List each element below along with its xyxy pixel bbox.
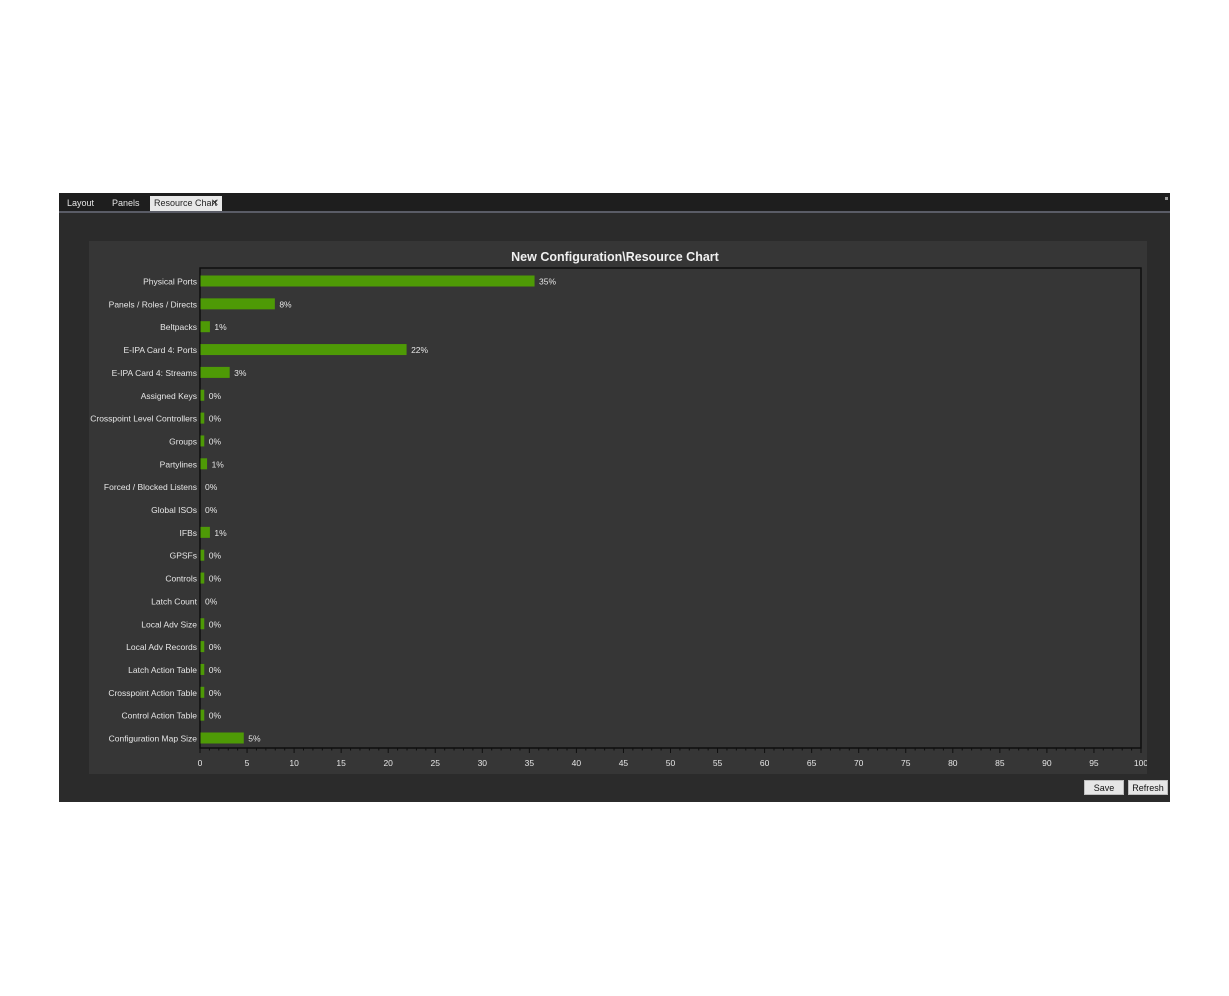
category-label: E-IPA Card 4: Streams [112, 368, 197, 378]
bar [200, 366, 230, 378]
value-label: 3% [234, 368, 247, 378]
x-tick-label: 95 [1089, 758, 1099, 768]
refresh-button[interactable]: Refresh [1128, 780, 1168, 795]
tab-resource-chart[interactable]: Resource Chart ✕ [150, 196, 222, 211]
bar [200, 412, 205, 424]
bar [200, 572, 205, 584]
bar [200, 663, 205, 675]
category-label: Latch Action Table [128, 665, 197, 675]
value-label: 0% [205, 596, 218, 606]
value-label: 1% [214, 322, 227, 332]
category-label: Control Action Table [122, 711, 198, 721]
x-tick-label: 75 [901, 758, 911, 768]
category-label: Latch Count [151, 596, 197, 606]
category-label: Controls [165, 574, 197, 584]
bar [200, 641, 205, 653]
category-label: Configuration Map Size [109, 734, 198, 744]
value-label: 1% [214, 528, 227, 538]
x-tick-label: 55 [713, 758, 723, 768]
bar [200, 298, 275, 310]
value-label: 0% [209, 436, 222, 446]
chart-title: New Configuration\Resource Chart [511, 250, 719, 264]
category-label: IFBs [180, 528, 197, 538]
value-label: 0% [209, 414, 222, 424]
x-tick-label: 100 [1134, 758, 1147, 768]
x-tick-label: 35 [525, 758, 535, 768]
category-label: E-IPA Card 4: Ports [123, 345, 197, 355]
x-tick-label: 0 [198, 758, 203, 768]
tab-strip: Layout Panels Resource Chart ✕ [59, 193, 1170, 213]
x-tick-label: 5 [245, 758, 250, 768]
bar [200, 549, 205, 561]
category-label: Assigned Keys [141, 391, 197, 401]
x-tick-label: 60 [760, 758, 770, 768]
bar [200, 321, 210, 333]
x-tick-label: 50 [666, 758, 676, 768]
category-label: Local Adv Records [126, 642, 197, 652]
category-label: Global ISOs [151, 505, 197, 515]
chart-panel: New Configuration\Resource Chart Physica… [89, 241, 1147, 774]
bar [200, 389, 205, 401]
value-label: 35% [539, 277, 556, 287]
x-tick-label: 80 [948, 758, 958, 768]
bar [200, 458, 208, 470]
bar [200, 526, 210, 538]
overflow-indicator [1165, 197, 1168, 200]
x-tick-label: 20 [383, 758, 393, 768]
value-label: 0% [209, 642, 222, 652]
value-label: 22% [411, 345, 428, 355]
bar [200, 344, 407, 356]
x-tick-label: 15 [336, 758, 346, 768]
tab-layout[interactable]: Layout [67, 198, 95, 208]
category-label: Physical Ports [143, 277, 197, 287]
category-label: Beltpacks [160, 322, 197, 332]
value-label: 0% [205, 482, 218, 492]
x-tick-label: 85 [995, 758, 1005, 768]
x-tick-label: 90 [1042, 758, 1052, 768]
value-label: 0% [209, 574, 222, 584]
value-label: 0% [209, 688, 222, 698]
category-label: Partylines [160, 459, 197, 469]
category-label: Crosspoint Action Table [108, 688, 197, 698]
category-label: Panels / Roles / Directs [109, 299, 197, 309]
value-label: 1% [212, 459, 225, 469]
bar [200, 435, 205, 447]
save-button[interactable]: Save [1084, 780, 1124, 795]
category-label: Local Adv Size [141, 619, 197, 629]
resource-chart-window: Layout Panels Resource Chart ✕ New Confi… [59, 193, 1170, 802]
plot-area [199, 267, 1142, 749]
bar [200, 618, 205, 630]
close-icon[interactable]: ✕ [210, 198, 219, 209]
x-tick-label: 70 [854, 758, 864, 768]
value-label: 5% [248, 734, 261, 744]
category-label: Forced / Blocked Listens [104, 482, 197, 492]
x-tick-label: 65 [807, 758, 817, 768]
category-label: GPSFs [170, 551, 197, 561]
value-label: 0% [209, 665, 222, 675]
category-label: Crosspoint Level Controllers [90, 414, 197, 424]
value-label: 0% [209, 619, 222, 629]
bar [200, 686, 205, 698]
x-tick-label: 10 [289, 758, 299, 768]
x-tick-label: 25 [431, 758, 441, 768]
bar [200, 732, 244, 744]
tab-resource-chart-label: Resource Chart [154, 198, 218, 208]
bar [200, 709, 205, 721]
value-label: 0% [205, 505, 218, 515]
x-tick-label: 40 [572, 758, 582, 768]
x-tick-label: 30 [478, 758, 488, 768]
value-label: 0% [209, 391, 222, 401]
value-label: 8% [279, 299, 292, 309]
category-label: Groups [169, 436, 197, 446]
x-tick-label: 45 [619, 758, 629, 768]
value-label: 0% [209, 551, 222, 561]
resource-bar-chart: New Configuration\Resource Chart Physica… [90, 250, 1147, 768]
bar [200, 275, 535, 287]
value-label: 0% [209, 711, 222, 721]
tab-panels[interactable]: Panels [112, 198, 140, 208]
